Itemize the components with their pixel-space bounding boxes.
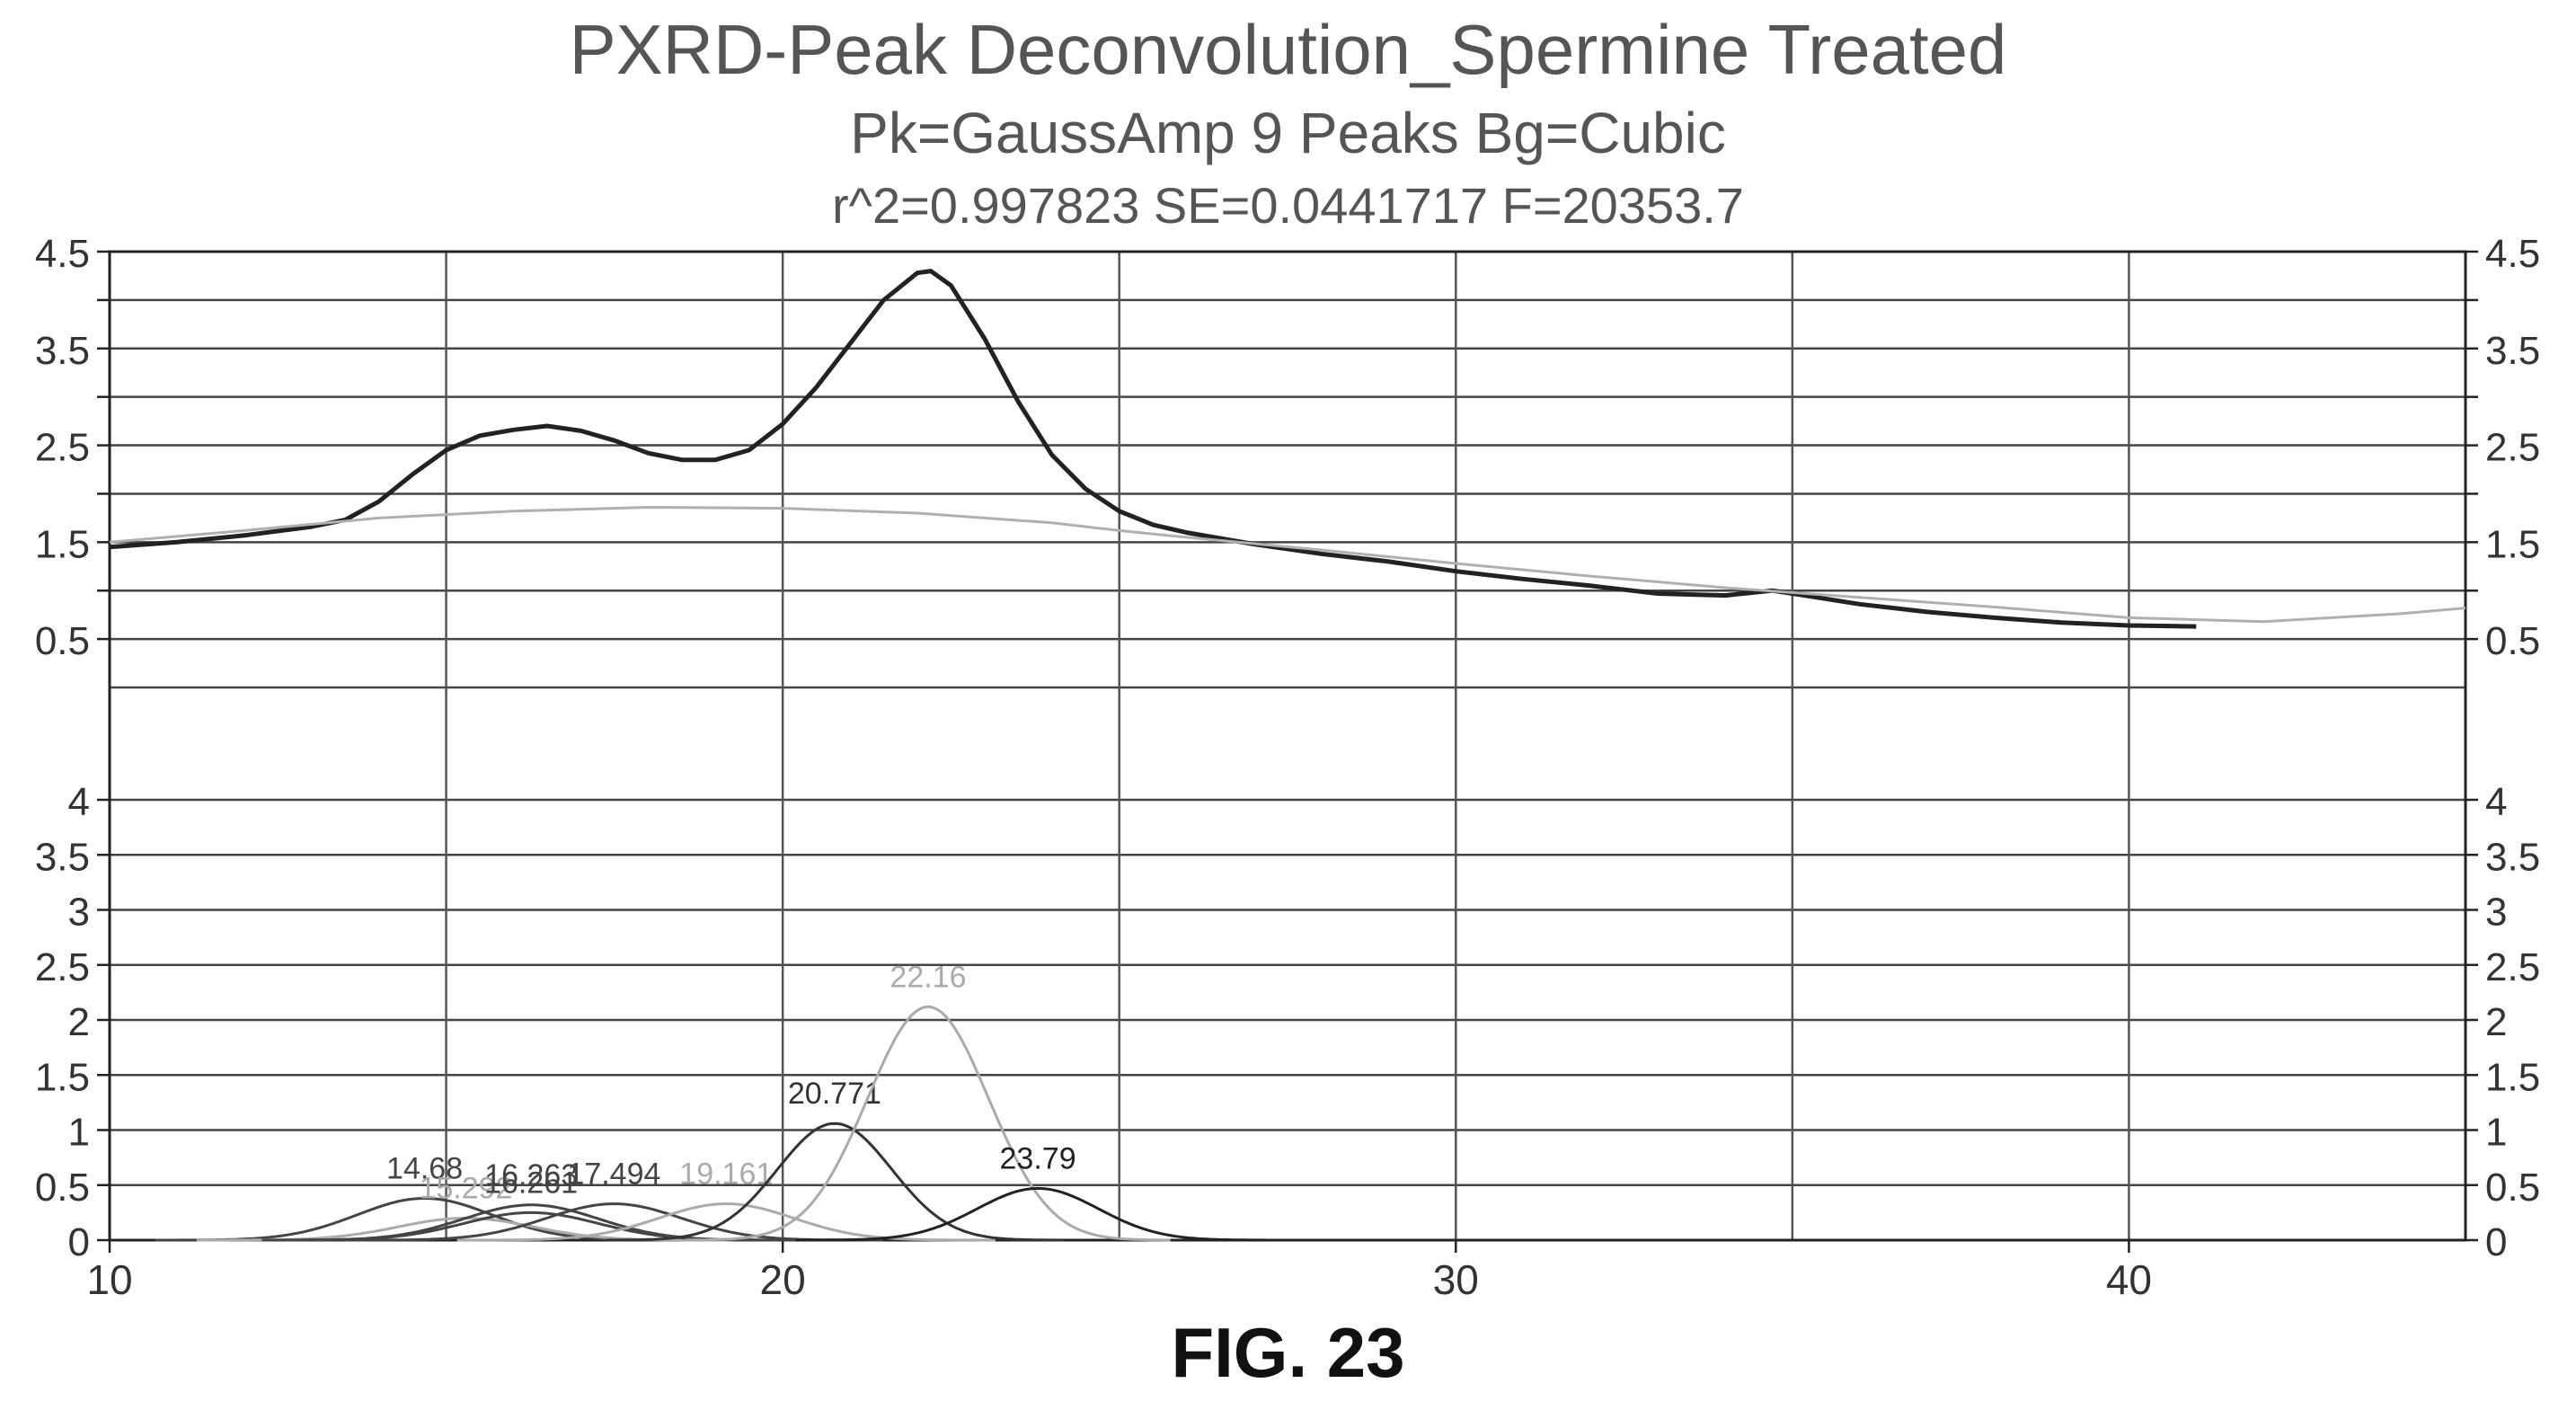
peak-label: 14.68	[386, 1151, 463, 1185]
bottom-y-tick-label-left: 0.5	[35, 1166, 90, 1210]
chart-title: PXRD-Peak Deconvolution_Spermine Treated	[569, 10, 2007, 89]
top-y-tick-label-right: 3.5	[2485, 329, 2540, 373]
top-y-tick-label-left: 2.5	[35, 426, 90, 470]
peak-label: 22.16	[890, 960, 966, 994]
plot-frame	[108, 250, 2467, 1242]
bottom-y-tick-label-right: 1	[2485, 1111, 2507, 1155]
chart-subtitle: Pk=GaussAmp 9 Peaks Bg=Cubic	[850, 101, 1726, 165]
bottom-y-tick-label-right: 2.5	[2485, 945, 2540, 989]
top-y-tick-label-right: 4.5	[2485, 232, 2540, 276]
bottom-y-tick-label-left: 0	[68, 1220, 90, 1264]
top-y-tick-label-right: 0.5	[2485, 619, 2540, 663]
peak-curve	[344, 1202, 884, 1242]
x-tick-label: 20	[760, 1256, 806, 1303]
peak-label: 16.263	[484, 1158, 578, 1193]
peak-label: 17.494	[567, 1157, 660, 1192]
x-tick-label: 10	[86, 1256, 132, 1303]
peak-label: 19.161	[679, 1157, 773, 1192]
series-line-baseline	[109, 506, 2466, 624]
bottom-y-tick-label-right: 0	[2485, 1220, 2507, 1264]
bottom-y-tick-label-left: 4	[68, 780, 90, 824]
x-tick-label: 30	[1433, 1256, 1479, 1303]
top-y-tick-label-right: 2.5	[2485, 426, 2540, 470]
peak-curve	[456, 1202, 996, 1242]
top-y-tick-label-left: 4.5	[35, 232, 90, 276]
top-y-tick-label-left: 1.5	[35, 522, 90, 566]
top-y-tick-label-left: 0.5	[35, 619, 90, 663]
bottom-y-tick-label-left: 1	[68, 1111, 90, 1155]
bottom-y-tick-label-right: 3	[2485, 891, 2507, 935]
bottom-y-tick-label-left: 2.5	[35, 945, 90, 989]
bottom-y-tick-label-right: 2	[2485, 1000, 2507, 1044]
peak-curve	[795, 1186, 1280, 1242]
x-tick-label: 40	[2106, 1256, 2152, 1303]
peak-curve	[686, 1005, 1171, 1242]
figure-label: FIG. 23	[1171, 1313, 1405, 1392]
bottom-y-tick-label-right: 3.5	[2485, 835, 2540, 879]
bottom-y-tick-label-left: 2	[68, 1000, 90, 1044]
top-y-tick-label-right: 1.5	[2485, 522, 2540, 566]
bottom-y-tick-label-left: 3	[68, 891, 90, 935]
bottom-y-tick-label-right: 4	[2485, 780, 2507, 824]
bottom-y-tick-label-right: 0.5	[2485, 1166, 2540, 1210]
top-y-tick-label-left: 3.5	[35, 329, 90, 373]
peak-label: 20.771	[788, 1077, 881, 1111]
peak-label: 16.261	[484, 1166, 578, 1200]
peak-curve	[606, 1122, 1064, 1242]
bottom-y-tick-label-left: 3.5	[35, 835, 90, 879]
bottom-y-tick-label-left: 1.5	[35, 1055, 90, 1099]
series-line-data+fit	[109, 269, 2197, 629]
peak-label: 23.79	[1000, 1141, 1076, 1175]
bottom-y-tick-label-right: 1.5	[2485, 1055, 2540, 1099]
peak-label: 15.292	[419, 1172, 512, 1206]
chart-fit-stats: r^2=0.997823 SE=0.0441717 F=20353.7	[832, 177, 1744, 234]
